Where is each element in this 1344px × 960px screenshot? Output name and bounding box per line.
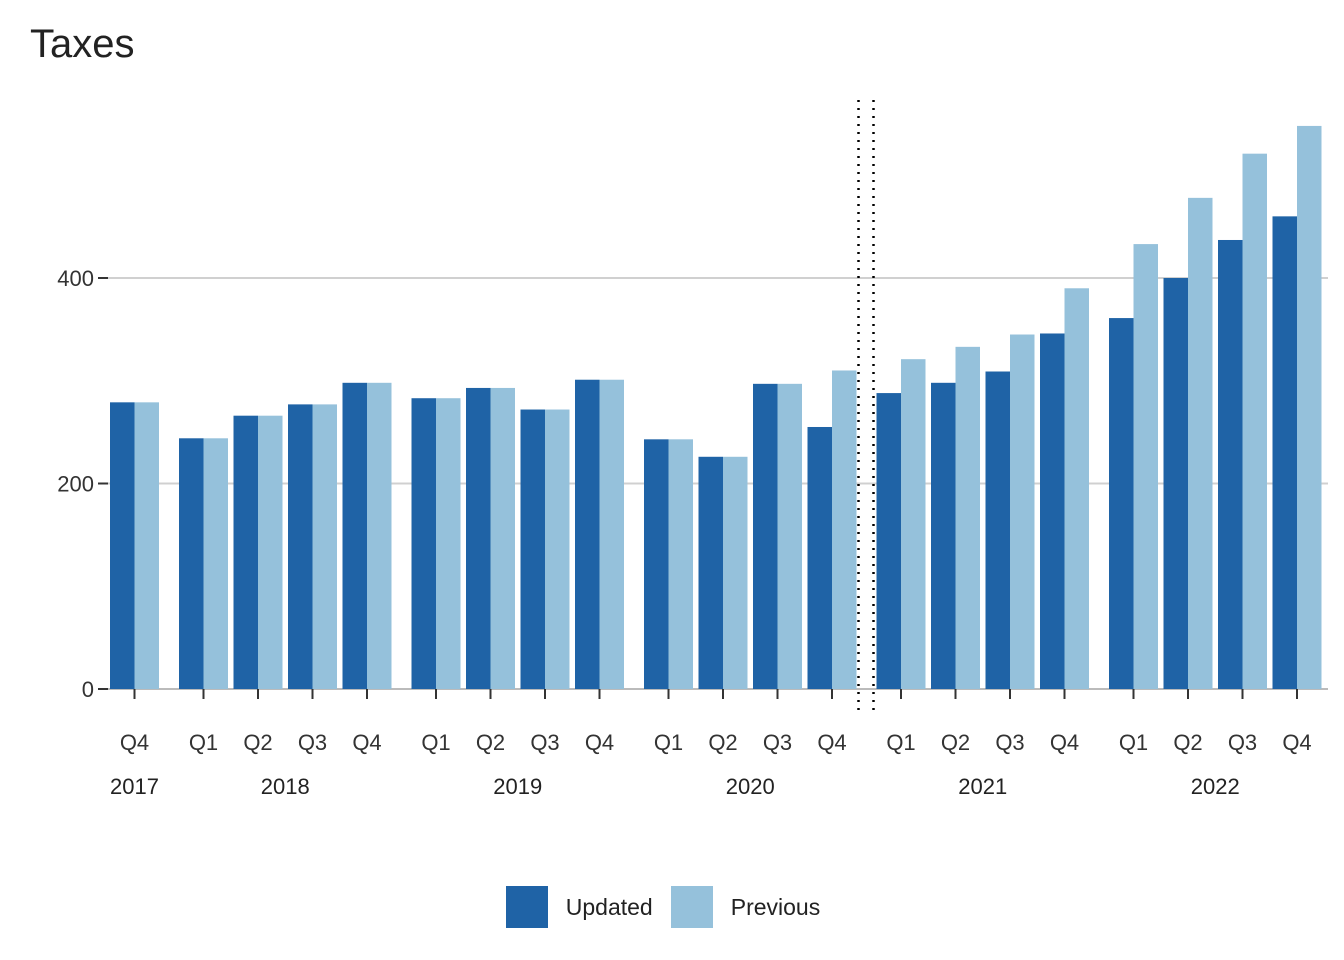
x-tick-label-2022-Q2: Q2 — [1173, 730, 1202, 755]
bar-previous-2018-Q2 — [258, 415, 283, 689]
year-label-2022: 2022 — [1191, 774, 1240, 799]
bar-updated-2018-Q2 — [233, 415, 258, 689]
bar-updated-2020-Q3 — [753, 383, 778, 689]
x-tick-label-2017-Q4: Q4 — [120, 730, 149, 755]
bar-previous-2017-Q4 — [134, 402, 159, 689]
bar-previous-2018-Q4 — [367, 382, 392, 689]
bar-previous-2018-Q3 — [312, 404, 337, 689]
bar-previous-2019-Q1 — [436, 398, 461, 689]
x-tick-label-2018-Q2: Q2 — [243, 730, 272, 755]
x-tick-label-2021-Q2: Q2 — [941, 730, 970, 755]
bar-previous-2020-Q1 — [668, 439, 693, 689]
year-label-2019: 2019 — [493, 774, 542, 799]
x-tick-label-2020-Q1: Q1 — [654, 730, 683, 755]
legend-item-updated: Updated — [505, 886, 671, 928]
x-tick-label-2018-Q3: Q3 — [298, 730, 327, 755]
x-tick-label-2022-Q4: Q4 — [1282, 730, 1311, 755]
y-axis-ticks: 0 200 400 — [57, 266, 108, 702]
bar-updated-2020-Q2 — [698, 456, 723, 689]
bar-updated-2020-Q1 — [644, 439, 669, 689]
bar-previous-2021-Q2 — [955, 346, 980, 689]
x-tick-label-2020-Q2: Q2 — [708, 730, 737, 755]
x-tick-label-2019-Q2: Q2 — [476, 730, 505, 755]
bar-updated-2018-Q1 — [179, 438, 204, 689]
bar-updated-2022-Q2 — [1163, 278, 1188, 689]
bar-previous-2019-Q4 — [599, 379, 624, 689]
bar-previous-2022-Q4 — [1297, 125, 1322, 690]
x-tick-label-2020-Q3: Q3 — [763, 730, 792, 755]
x-tick-label-2022-Q3: Q3 — [1228, 730, 1257, 755]
x-tick-label-2020-Q4: Q4 — [817, 730, 846, 755]
bar-previous-2022-Q1 — [1133, 244, 1158, 689]
year-label-2017: 2017 — [110, 774, 159, 799]
legend-label-previous: Previous — [730, 893, 821, 920]
bar-updated-2019-Q3 — [520, 409, 545, 689]
y-tick-label: 0 — [82, 677, 94, 702]
x-tick-label-2019-Q3: Q3 — [530, 730, 559, 755]
bar-previous-2019-Q3 — [545, 409, 570, 689]
x-tick-label-2018-Q1: Q1 — [189, 730, 218, 755]
x-tick-label-2021-Q4: Q4 — [1050, 730, 1079, 755]
chart-title: Taxes — [30, 22, 135, 66]
bars — [110, 125, 1322, 690]
bar-updated-2019-Q2 — [466, 387, 491, 689]
bar-updated-2019-Q4 — [575, 379, 600, 689]
x-tick-label-2021-Q3: Q3 — [995, 730, 1024, 755]
bar-updated-2022-Q4 — [1272, 216, 1297, 689]
bar-updated-2020-Q4 — [807, 426, 832, 689]
bar-previous-2022-Q2 — [1188, 197, 1213, 690]
y-tick-label: 400 — [57, 266, 94, 291]
x-tick-label-2019-Q1: Q1 — [421, 730, 450, 755]
bar-updated-2019-Q1 — [411, 398, 436, 689]
x-tick-label-2022-Q1: Q1 — [1119, 730, 1148, 755]
bar-updated-2018-Q4 — [342, 382, 367, 689]
bar-previous-2021-Q1 — [901, 359, 926, 689]
bar-updated-2022-Q3 — [1218, 239, 1243, 690]
x-tick-label-2018-Q4: Q4 — [352, 730, 381, 755]
year-label-2020: 2020 — [726, 774, 775, 799]
bar-updated-2017-Q4 — [110, 402, 135, 689]
x-tick-label-2019-Q4: Q4 — [585, 730, 614, 755]
bar-updated-2018-Q3 — [288, 404, 313, 689]
legend-item-previous: Previous — [670, 886, 838, 928]
bar-previous-2021-Q3 — [1010, 334, 1035, 689]
bar-updated-2022-Q1 — [1109, 318, 1134, 689]
bar-previous-2022-Q3 — [1242, 153, 1267, 690]
x-tick-label-2021-Q1: Q1 — [886, 730, 915, 755]
year-label-2021: 2021 — [958, 774, 1007, 799]
bar-previous-2021-Q4 — [1064, 288, 1089, 689]
legend: Updated Previous — [0, 886, 1344, 928]
bar-previous-2018-Q1 — [203, 438, 228, 689]
legend-swatch-updated — [505, 886, 548, 928]
legend-swatch-previous — [670, 886, 713, 928]
bar-updated-2021-Q2 — [931, 382, 956, 689]
bar-updated-2021-Q1 — [876, 393, 901, 689]
bar-previous-2019-Q2 — [490, 387, 515, 689]
bar-updated-2021-Q3 — [985, 371, 1010, 689]
bar-previous-2020-Q4 — [832, 370, 857, 689]
bar-previous-2020-Q3 — [777, 383, 802, 689]
year-label-2018: 2018 — [261, 774, 310, 799]
annotations — [857, 100, 875, 716]
legend-label-updated: Updated — [565, 893, 653, 920]
bar-updated-2021-Q4 — [1040, 333, 1065, 689]
bar-previous-2020-Q2 — [723, 456, 748, 689]
y-tick-label: 200 — [57, 472, 94, 497]
x-axis-ticks: Q4 2017 Q1 Q2 Q3 Q4 2018 Q1 Q2 Q3 Q4 2019 Q1 Q2 Q3 Q4 20… — [110, 689, 1312, 799]
